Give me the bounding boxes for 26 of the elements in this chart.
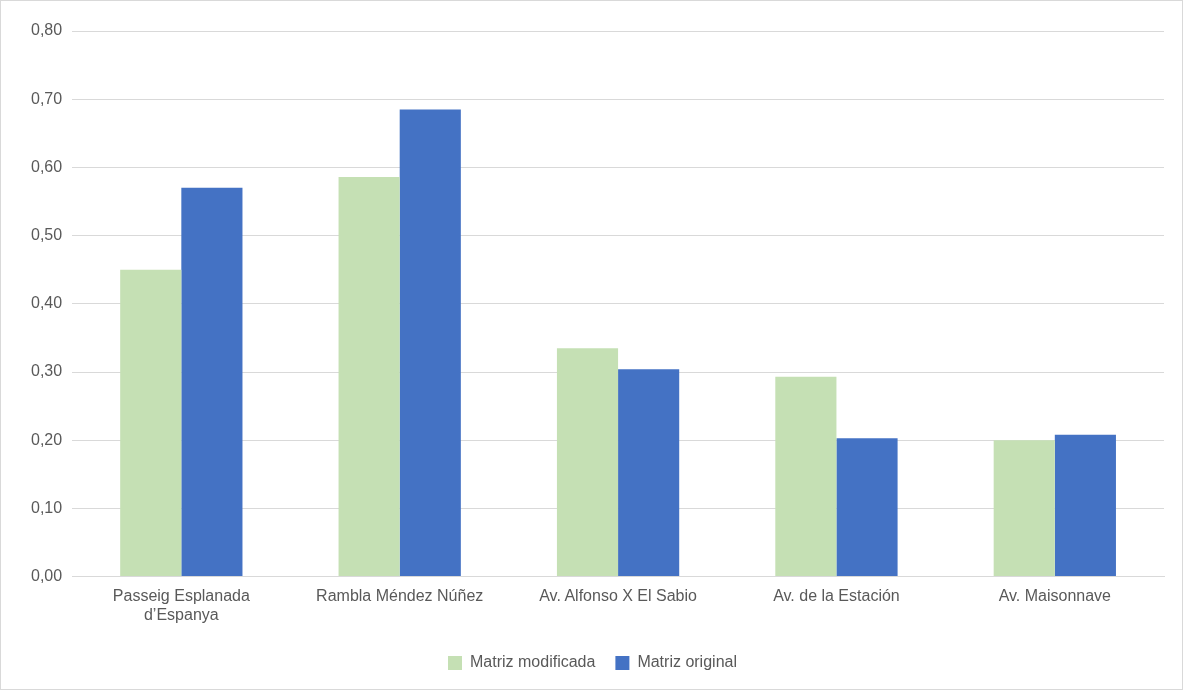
x-tick-label: Passeig Esplanada d’Espanya [112, 586, 250, 623]
bar [120, 269, 182, 577]
bar [618, 369, 680, 577]
bar [1054, 434, 1116, 577]
x-tick-label: Av. Alfonso X El Sabio [539, 586, 698, 604]
x-tick-label: Av. Maisonnave [998, 586, 1112, 604]
y-tick-label: 0,80 [31, 21, 63, 39]
x-tick-label: Av. de la Estación [773, 586, 900, 604]
x-tick-label: Rambla Méndez Núñez [316, 586, 484, 604]
bar [181, 187, 243, 577]
bar [993, 440, 1055, 577]
y-tick-label: 0,10 [31, 498, 63, 516]
bar [338, 176, 400, 577]
y-tick-label: 0,30 [31, 362, 63, 380]
bar [399, 109, 461, 577]
legend-label: Matriz modificada [470, 653, 596, 671]
y-tick-label: 0,00 [31, 567, 63, 585]
y-tick-label: 0,70 [31, 89, 63, 107]
y-tick-label: 0,50 [31, 226, 63, 244]
legend-label: Matriz original [637, 653, 737, 671]
y-tick-label: 0,20 [31, 430, 63, 448]
bar [836, 438, 898, 577]
bar [556, 348, 619, 577]
y-tick-label: 0,60 [31, 157, 63, 175]
y-tick-label: 0,40 [31, 294, 63, 312]
bar [775, 376, 837, 577]
